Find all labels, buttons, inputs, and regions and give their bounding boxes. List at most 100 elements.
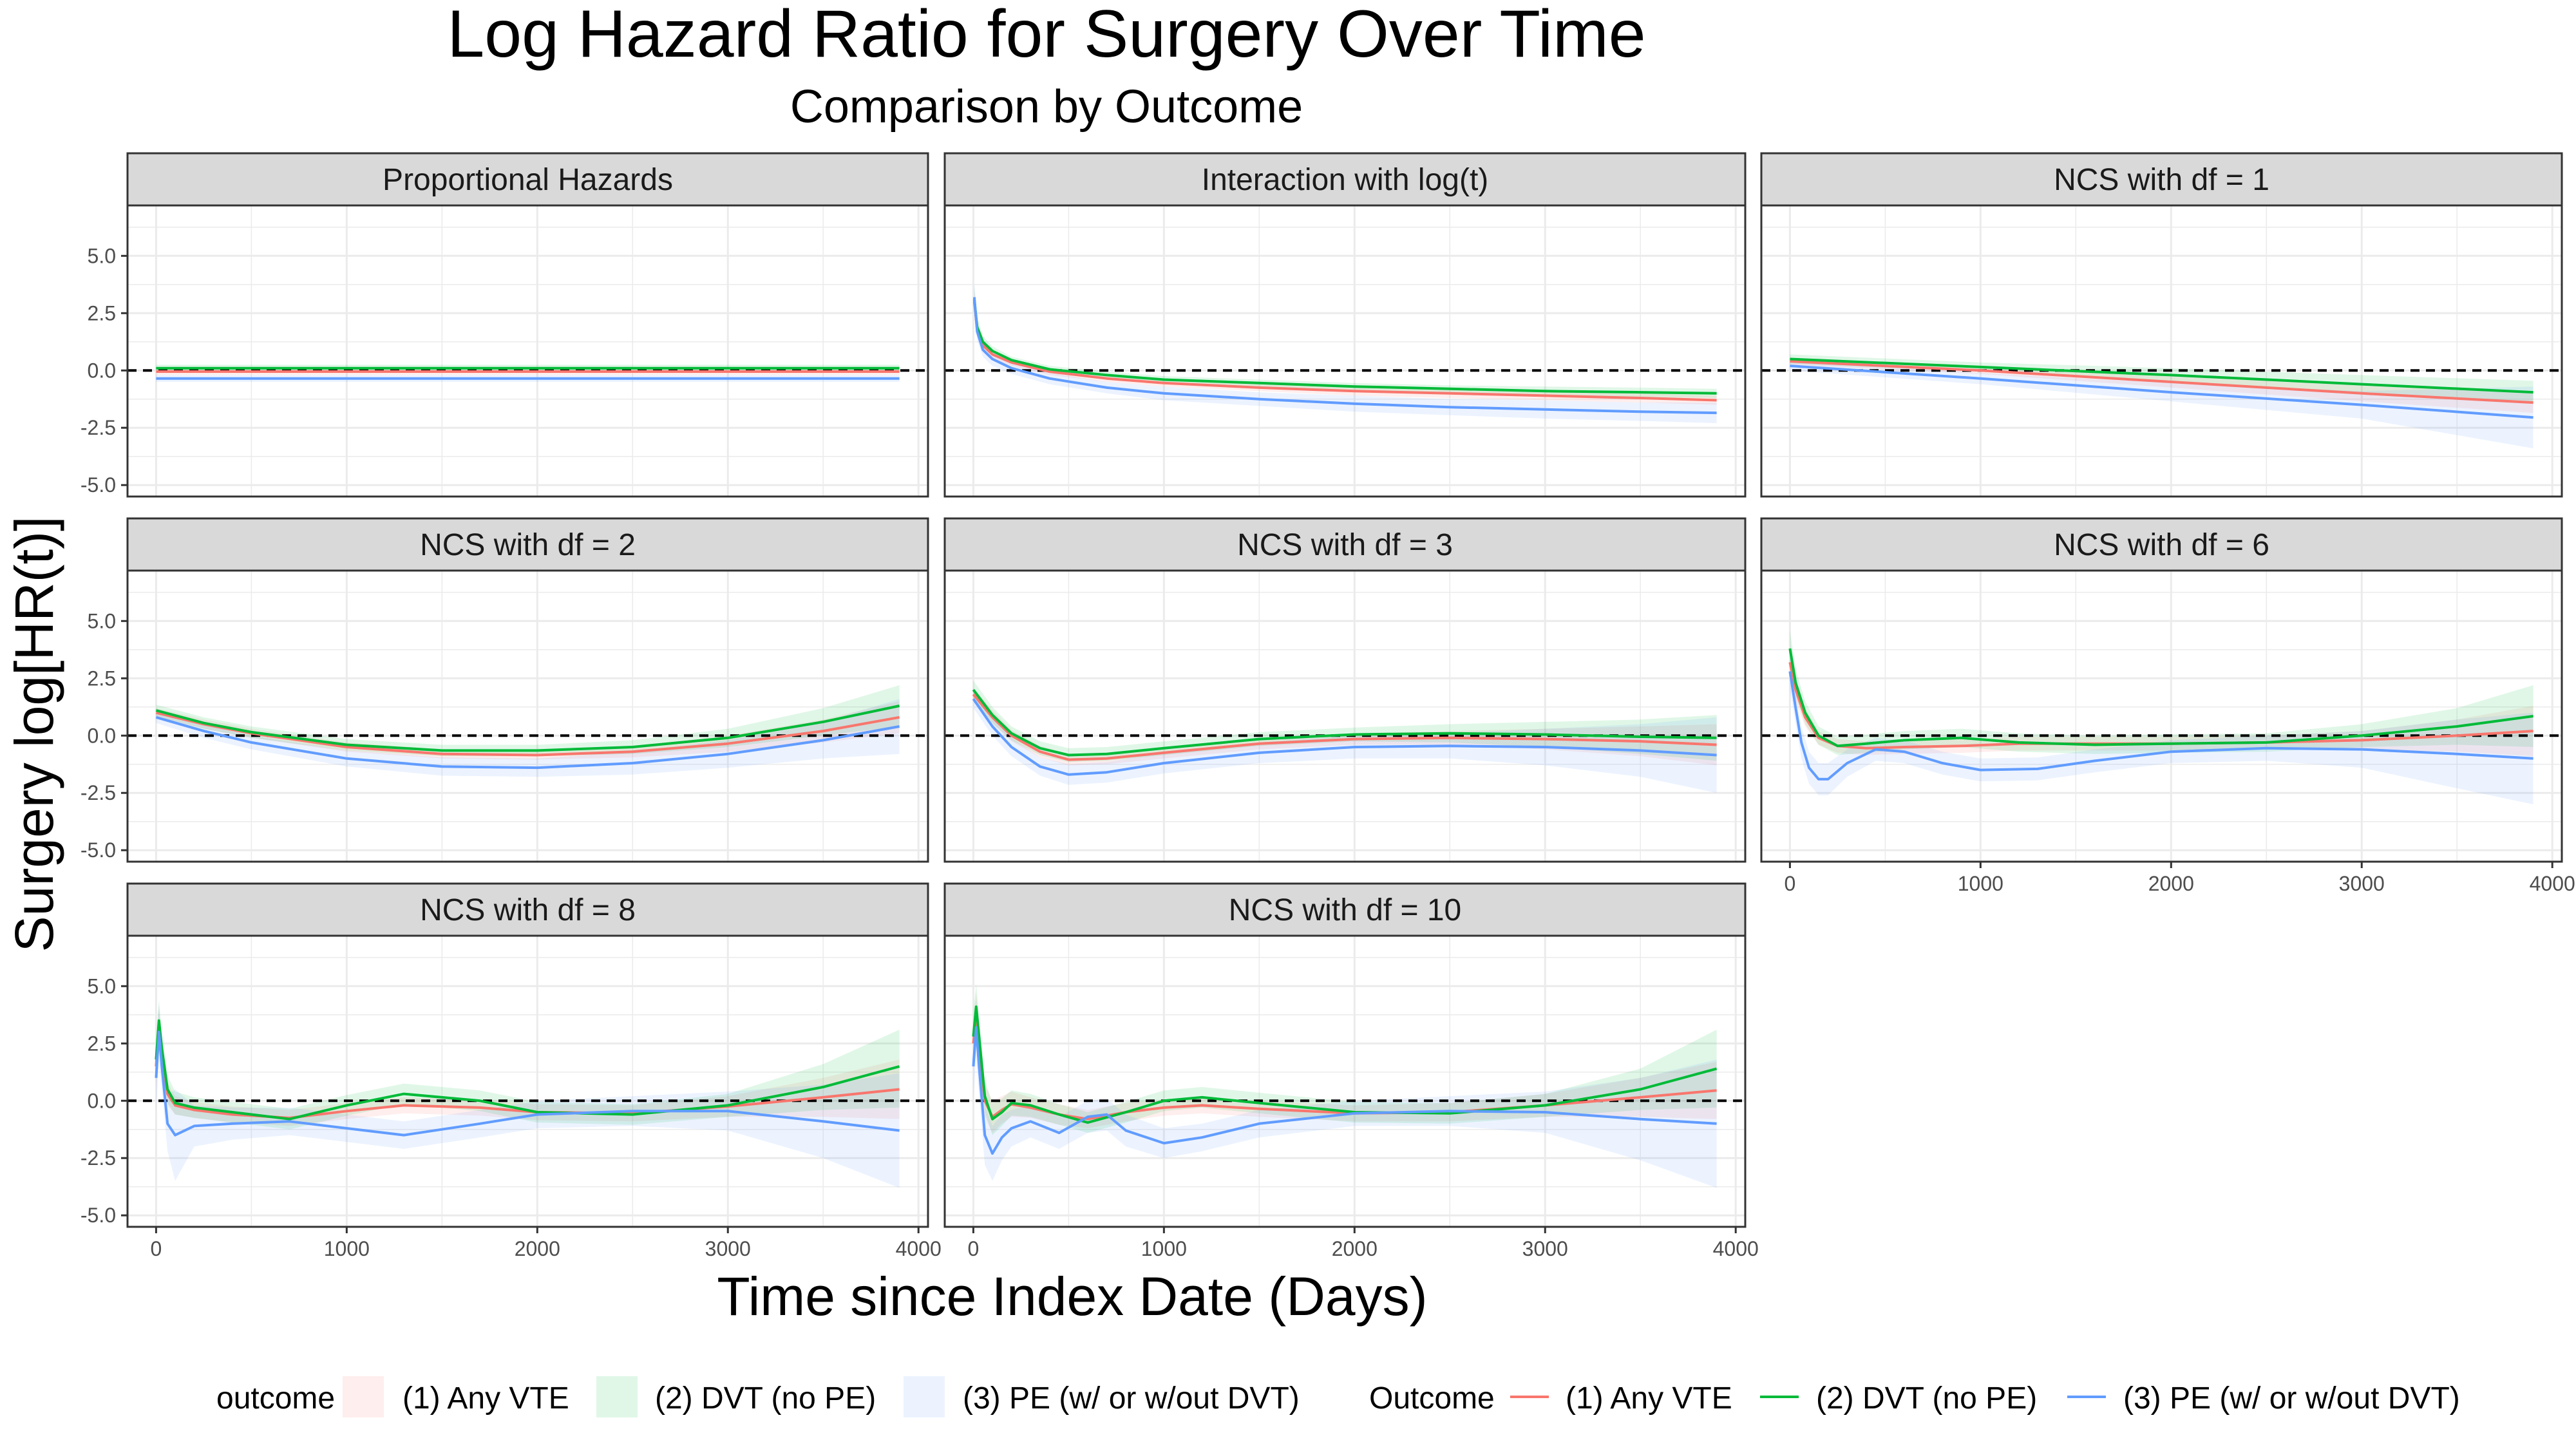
x-tick-label: 1000 <box>324 1237 370 1260</box>
plot-background <box>128 571 928 862</box>
legend: outcome (1) Any VTE (2) DVT (no PE) (3) … <box>216 1376 2460 1417</box>
line-pe <box>155 715 900 770</box>
y-tick-label: 2.5 <box>88 667 116 690</box>
panel-border <box>943 569 1747 863</box>
x-tick-label: 4000 <box>896 1237 942 1260</box>
facet-panel-5: NCS with df = 3 <box>943 517 1747 863</box>
y-tick-label: -5.0 <box>80 1204 116 1227</box>
line-pe <box>1790 365 2533 419</box>
legend-fill-label-pe: (3) PE (w/ or w/out DVT) <box>963 1381 1300 1416</box>
line-dvt <box>972 1005 1718 1124</box>
line-vte <box>972 693 1717 761</box>
y-tick-label: 0.0 <box>88 359 116 382</box>
gridlines <box>945 936 1745 1227</box>
plot-background <box>945 936 1745 1227</box>
gridlines <box>1761 571 2562 862</box>
plot-background <box>945 571 1745 862</box>
chart-subtitle: Comparison by Outcome <box>790 81 1303 133</box>
facet-strip-title: NCS with df = 1 <box>2054 163 2269 197</box>
facet-strip-title: NCS with df = 8 <box>420 893 636 927</box>
gridlines <box>128 205 928 497</box>
facet-strip <box>126 152 929 207</box>
line-dvt <box>972 299 1717 395</box>
panel-border <box>943 204 1747 498</box>
panel-border <box>126 934 929 1228</box>
panel-border <box>1760 204 2563 498</box>
line-dvt <box>1790 357 2533 394</box>
facet-strip-title: Proportional Hazards <box>383 163 673 197</box>
ribbon-dvt <box>973 680 1717 762</box>
line-pe <box>972 698 1717 776</box>
ribbon-pe <box>1790 361 2533 449</box>
x-tick-label: 1000 <box>1958 872 2003 895</box>
legend-line-title: Outcome <box>1369 1381 1495 1416</box>
plot-background <box>1761 205 2562 497</box>
x-tick-label: 0 <box>150 1237 162 1260</box>
x-tick-label: 4000 <box>2530 872 2575 895</box>
x-tick-label: 0 <box>967 1237 979 1260</box>
gridlines <box>945 571 1745 862</box>
y-tick-label: 2.5 <box>88 301 116 325</box>
facet-strip-title: NCS with df = 2 <box>420 528 636 562</box>
y-tick-label: 5.0 <box>88 974 116 998</box>
legend-fill-key-dvt <box>596 1376 638 1417</box>
legend-fill-label-dvt: (2) DVT (no PE) <box>655 1381 876 1416</box>
facet-panel-3: NCS with df = 1 <box>1760 152 2563 498</box>
line-vte <box>1790 360 2533 404</box>
legend-fill-key-vte <box>343 1376 384 1417</box>
ribbon-vte <box>1790 646 2533 757</box>
facet-strip <box>943 882 1747 937</box>
legend-line-label-dvt: (2) DVT (no PE) <box>1816 1381 2037 1416</box>
y-tick-label: -2.5 <box>80 416 116 439</box>
panel-border <box>126 204 929 498</box>
x-tick-label: 3000 <box>2339 872 2385 895</box>
x-tick-label: 3000 <box>705 1237 751 1260</box>
ribbon-pe <box>156 1004 900 1188</box>
y-tick-label: 0.0 <box>88 1089 116 1112</box>
facet-panel-8: NCS with df = 10 0 1000 2000 3000 4000 <box>943 882 1759 1260</box>
x-tick-label: 2000 <box>2148 872 2194 895</box>
x-tick-label: 0 <box>1784 872 1795 895</box>
ribbon-vte <box>1790 357 2533 413</box>
facet-panel-7: NCS with df = 8 5.0 2.5 0.0 -2.5 -5.0 0 1000 200… <box>80 882 942 1260</box>
legend-line-label-vte: (1) Any VTE <box>1566 1381 1732 1416</box>
plot-background <box>128 205 928 497</box>
panel-border <box>1760 569 2563 863</box>
x-tick-label: 3000 <box>1522 1237 1568 1260</box>
y-tick-label: 5.0 <box>88 609 116 632</box>
panel-border <box>126 569 929 863</box>
panel-border <box>943 934 1747 1228</box>
facet-strip <box>1760 517 2563 572</box>
facet-strip <box>943 152 1747 207</box>
y-axis-label: Surgery log[HR(t)] <box>4 516 64 952</box>
line-pe <box>155 1030 900 1137</box>
legend-fill-key-pe <box>904 1376 945 1417</box>
facet-strip-title: NCS with df = 6 <box>2054 528 2269 562</box>
facet-panels: Proportional Hazards 5.0 2.5 0.0 -2.5 -5.0 Int… <box>80 152 2575 1260</box>
legend-fill-title: outcome <box>216 1381 335 1416</box>
facet-panel-1: Proportional Hazards 5.0 2.5 0.0 -2.5 -5.0 <box>80 152 929 498</box>
line-vte <box>1788 661 2533 750</box>
y-tick-label: -2.5 <box>80 781 116 804</box>
line-dvt <box>155 705 900 752</box>
plot-background <box>1761 571 2562 862</box>
ribbon-pe <box>973 690 1717 793</box>
plot-background <box>945 205 1745 497</box>
gridlines <box>945 205 1745 497</box>
facet-panel-6: NCS with df = 6 0 1000 2000 3000 4000 <box>1760 517 2575 895</box>
x-tick-label: 2000 <box>1332 1237 1378 1260</box>
ribbon-pe <box>974 281 1717 424</box>
x-tick-label: 2000 <box>515 1237 560 1260</box>
ribbon-pe <box>1790 653 2533 804</box>
facet-panel-4: NCS with df = 2 5.0 2.5 0.0 -2.5 -5.0 <box>80 517 929 863</box>
plot-background <box>128 936 928 1227</box>
ribbon-dvt <box>156 999 900 1130</box>
facet-strip-title: Interaction with log(t) <box>1202 163 1489 197</box>
line-dvt <box>972 688 1717 757</box>
line-pe <box>972 1026 1717 1155</box>
y-tick-label: -2.5 <box>80 1146 116 1170</box>
ribbon-vte <box>973 993 1717 1133</box>
chart-title: Log Hazard Ratio for Surgery Over Time <box>447 0 1645 71</box>
facet-strip <box>126 882 929 937</box>
